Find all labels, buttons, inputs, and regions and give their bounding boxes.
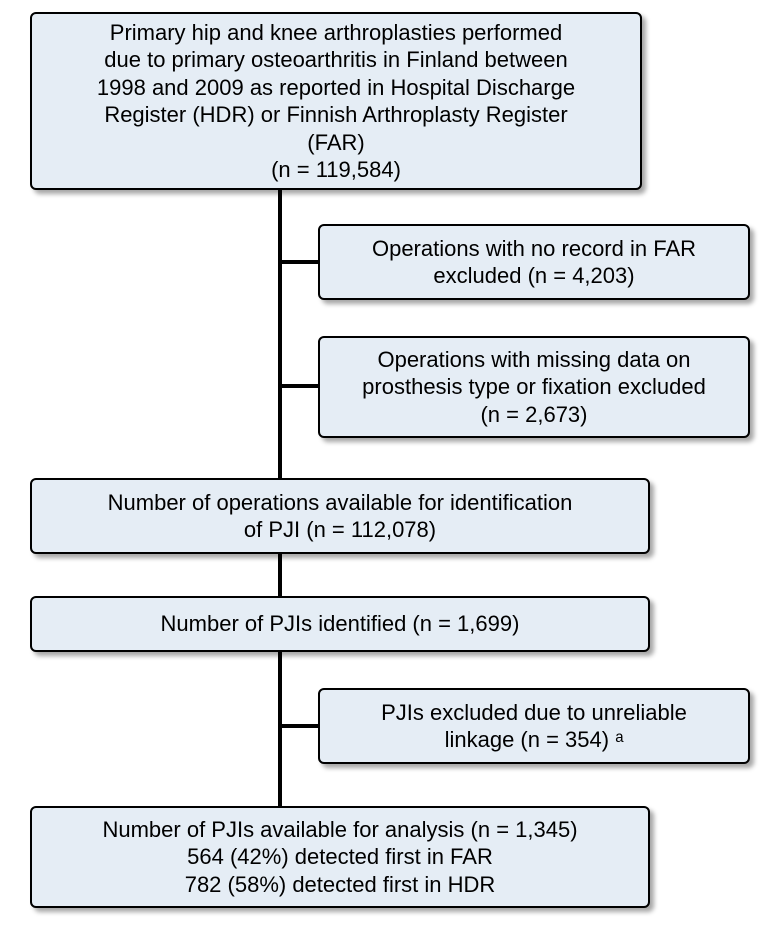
- edge-h-3: [278, 724, 318, 728]
- node-line: linkage (n = 354) ᵃ: [320, 726, 748, 754]
- node-excluded-no-far: Operations with no record in FAR exclude…: [318, 224, 750, 300]
- node-line: PJIs excluded due to unreliable: [320, 699, 748, 727]
- node-line: due to primary osteoarthritis in Finland…: [32, 46, 640, 74]
- node-line: Number of PJIs available for analysis (n…: [32, 816, 648, 844]
- node-line: (n = 2,673): [320, 401, 748, 429]
- node-line: excluded (n = 4,203): [320, 262, 748, 290]
- node-line: Operations with no record in FAR: [320, 235, 748, 263]
- edge-h-2: [278, 384, 318, 388]
- node-pjis-for-analysis: Number of PJIs available for analysis (n…: [30, 806, 650, 908]
- node-cohort-source: Primary hip and knee arthroplasties perf…: [30, 12, 642, 190]
- node-line: 1998 and 2009 as reported in Hospital Di…: [32, 74, 640, 102]
- node-available-pji-id: Number of operations available for ident…: [30, 478, 650, 554]
- node-line: Number of operations available for ident…: [32, 489, 648, 517]
- node-line: Primary hip and knee arthroplasties perf…: [32, 19, 640, 47]
- node-line: (n = 119,584): [32, 156, 640, 184]
- node-line: Operations with missing data on: [320, 346, 748, 374]
- node-line: 564 (42%) detected first in FAR: [32, 843, 648, 871]
- edge-v-3: [278, 652, 282, 806]
- node-line: Number of PJIs identified (n = 1,699): [32, 610, 648, 638]
- edge-v-1: [278, 190, 282, 478]
- node-line: 782 (58%) detected first in HDR: [32, 871, 648, 899]
- node-line: (FAR): [32, 129, 640, 157]
- flowchart-canvas: Primary hip and knee arthroplasties perf…: [0, 0, 777, 934]
- node-line: Register (HDR) or Finnish Arthroplasty R…: [32, 101, 640, 129]
- edge-v-2: [278, 554, 282, 596]
- node-line: of PJI (n = 112,078): [32, 516, 648, 544]
- node-excluded-missing-data: Operations with missing data on prosthes…: [318, 336, 750, 438]
- node-pjis-identified: Number of PJIs identified (n = 1,699): [30, 596, 650, 652]
- node-line: prosthesis type or fixation excluded: [320, 373, 748, 401]
- node-excluded-unreliable-linkage: PJIs excluded due to unreliable linkage …: [318, 688, 750, 764]
- edge-h-1: [278, 260, 318, 264]
